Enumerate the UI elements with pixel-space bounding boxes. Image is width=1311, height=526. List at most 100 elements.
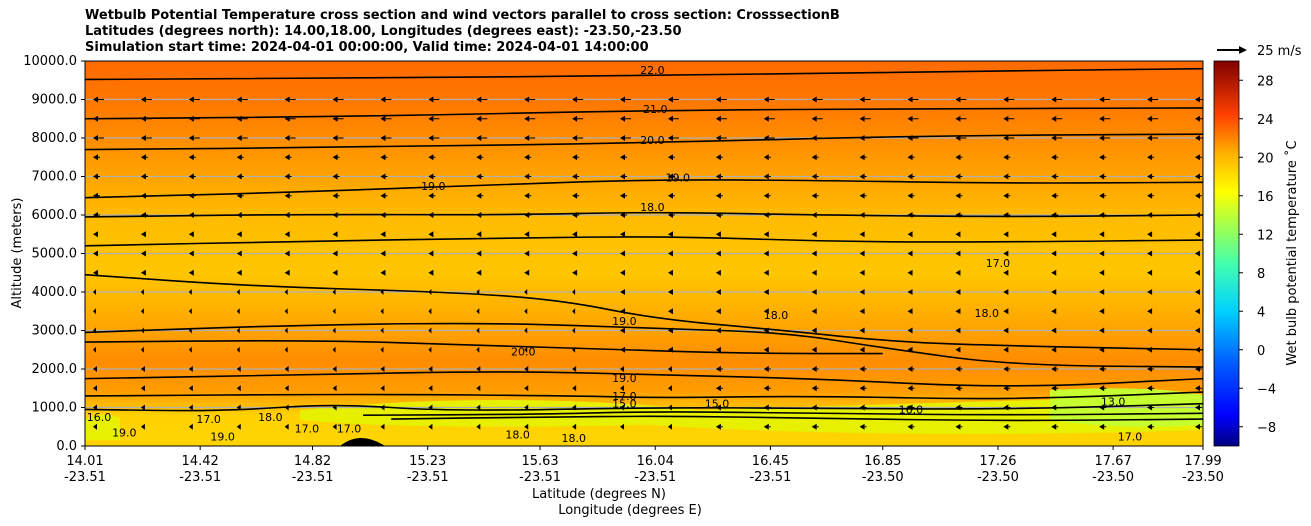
wind-vector-head-9-18 <box>955 269 961 276</box>
wind-vector-head-15-12 <box>667 385 672 392</box>
wind-vector-head-7-11 <box>620 231 626 238</box>
chart-title-line-1: Wetbulb Potential Temperature cross sect… <box>85 8 840 23</box>
wind-vector-head-3-9 <box>524 154 530 161</box>
wind-vector-head-14-21 <box>1099 366 1105 372</box>
wind-vector-head-7-13 <box>715 231 721 238</box>
wind-vector-head-10-3 <box>236 289 240 295</box>
wind-vector-head-14-18 <box>955 366 961 372</box>
wind-vector-head-7-2 <box>188 231 194 238</box>
wind-vector-head-12-23 <box>1195 327 1200 334</box>
wind-vector-head-1-23 <box>1195 115 1200 122</box>
wind-vector-head-4-9 <box>524 173 530 180</box>
contour-label-12: 18.0 <box>974 307 999 320</box>
wind-vector-head-12-6 <box>380 327 384 334</box>
wind-vector-head-8-3 <box>236 250 242 257</box>
wind-vector-head-13-1 <box>140 346 144 353</box>
wind-vector-head-4-10 <box>572 173 578 180</box>
colorbar-tick-label-4: 8 <box>1257 267 1265 282</box>
wind-vector-head-0-1 <box>140 96 146 103</box>
contour-label-10: 15.0 <box>705 398 730 411</box>
x-tick-lat-9: 17.67 <box>1095 454 1132 469</box>
wind-vector-head-17-17 <box>907 423 913 430</box>
x-axis: 14.01-23.5114.42-23.5114.82-23.5115.23-2… <box>64 446 1224 485</box>
x-tick-lon-6: -23.51 <box>749 470 791 485</box>
wind-vector-head-3-14 <box>763 154 769 161</box>
wind-vector-head-3-7 <box>428 154 434 161</box>
wind-vector-head-13-9 <box>524 346 528 353</box>
wind-vector-head-8-7 <box>428 250 434 257</box>
wind-vector-head-1-13 <box>715 115 721 122</box>
wind-vector-head-8-8 <box>476 250 482 257</box>
wind-vector-head-11-3 <box>236 308 240 315</box>
x-tick-lon-2: -23.51 <box>292 470 334 485</box>
y-tick-label-5: 5000.0 <box>32 247 78 262</box>
wind-vector-head-8-9 <box>524 250 530 257</box>
wind-vector-head-2-14 <box>763 135 769 141</box>
wind-vector-head-16-15 <box>811 404 817 411</box>
wind-vector-head-17-23 <box>1195 423 1200 430</box>
wind-vector-head-0-3 <box>236 96 242 103</box>
wind-vector-head-14-8 <box>476 366 481 372</box>
wind-vector-head-17-3 <box>236 423 241 430</box>
wind-vector-head-3-10 <box>572 154 578 161</box>
wind-vector-head-8-15 <box>811 250 817 257</box>
wind-vector-head-3-5 <box>332 154 338 161</box>
wind-vector-head-11-6 <box>380 308 384 315</box>
wind-vector-head-2-9 <box>524 135 530 141</box>
wind-vector-head-10-8 <box>476 289 480 295</box>
wind-vector-head-0-8 <box>476 96 482 103</box>
wind-vector-head-2-18 <box>955 135 961 141</box>
contour-label-1: 21.0 <box>643 103 668 116</box>
wind-vector-head-14-9 <box>524 366 529 372</box>
y-axis: 0.0 1000.0 2000.0 3000.0 4000.0 5000.0 6000.0 7… <box>23 54 85 454</box>
wind-vector-head-14-1 <box>140 366 145 372</box>
wind-vector-head-9-11 <box>620 269 626 276</box>
wind-vector-head-5-15 <box>811 192 817 199</box>
colorbar-tick-label-2: 0 <box>1257 344 1265 359</box>
wind-vector-head-16-8 <box>476 404 481 411</box>
wind-vector-head-11-10 <box>572 308 576 315</box>
contour-line-19-3 <box>85 179 1203 199</box>
contour-labels: 22.021.020.019.018.019.020.019.017.015.0… <box>87 64 1142 445</box>
y-tick-label-3: 3000.0 <box>32 324 78 339</box>
wind-vector-head-17-20 <box>1051 423 1057 430</box>
wind-vector-head-10-9 <box>524 289 528 295</box>
wind-vector-head-13-23 <box>1195 346 1200 353</box>
wind-vector-head-3-2 <box>188 154 194 161</box>
wind-vector-head-1-8 <box>476 115 482 122</box>
wind-vector-head-10-14 <box>763 289 769 295</box>
wind-vector-head-11-0 <box>93 308 96 315</box>
wind-vector-head-12-22 <box>1147 327 1153 334</box>
wind-vector-head-15-18 <box>955 385 961 392</box>
wind-vector-head-15-0 <box>93 385 97 392</box>
wind-vector-head-15-3 <box>236 385 241 392</box>
wind-vector-head-4-20 <box>1051 173 1057 180</box>
wind-vector-head-16-17 <box>907 404 913 411</box>
contour-label-8: 17.0 <box>612 390 637 403</box>
wind-vector-head-7-3 <box>236 231 242 238</box>
wind-vector-head-16-13 <box>715 404 721 411</box>
wind-vector-head-11-17 <box>907 308 913 315</box>
wind-vector-head-5-11 <box>620 192 626 199</box>
wind-vector-head-7-14 <box>763 231 769 238</box>
wind-vector-head-8-22 <box>1147 250 1153 257</box>
wind-vector-head-7-23 <box>1195 231 1200 238</box>
wind-vector-head-10-0 <box>93 289 96 295</box>
wind-vector-head-3-18 <box>955 154 961 161</box>
wind-vector-head-7-19 <box>1003 231 1009 238</box>
wind-vector-head-0-14 <box>763 96 769 103</box>
wind-vector-head-13-8 <box>476 346 480 353</box>
wind-vector-head-12-15 <box>811 327 817 334</box>
wind-vector-head-9-12 <box>667 269 673 276</box>
wind-vector-head-14-0 <box>93 366 97 372</box>
wind-vector-head-8-12 <box>667 250 673 257</box>
wind-vector-head-13-6 <box>380 346 384 353</box>
wind-vector-head-13-20 <box>1051 346 1057 353</box>
wind-vector-head-15-7 <box>428 385 433 392</box>
wind-vector-head-4-23 <box>1195 173 1200 180</box>
contour-label-21: 17.0 <box>337 423 362 436</box>
wind-vector-head-8-2 <box>188 250 194 257</box>
wind-vector-head-11-7 <box>428 308 432 315</box>
x-tick-lat-7: 16.85 <box>864 454 901 469</box>
wind-vector-head-16-9 <box>524 404 529 411</box>
